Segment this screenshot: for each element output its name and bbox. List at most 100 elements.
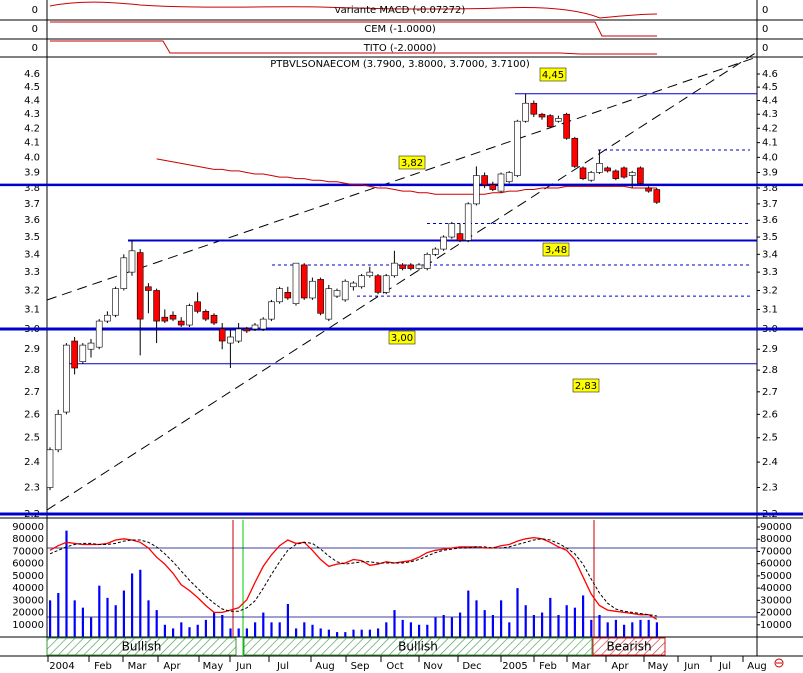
volume-bar (254, 622, 257, 637)
y-tick-label: 60000 (760, 559, 792, 570)
candle-body (382, 275, 390, 293)
volume-bar (270, 622, 273, 637)
y-tick-label: 2.7 (24, 387, 40, 398)
volume-bar (508, 622, 511, 637)
level-label: 3,82 (401, 158, 423, 169)
x-tick-label: May (648, 661, 669, 672)
candle-body (522, 102, 529, 122)
candle-body (350, 282, 357, 288)
candle-body (374, 275, 382, 293)
volume-bar (352, 629, 355, 637)
volume-bar (573, 607, 576, 637)
y-tick-label: 3.9 (24, 167, 40, 178)
candle-body (604, 167, 611, 172)
volume-bar (196, 624, 199, 637)
y-tick-label: 4.3 (24, 109, 40, 120)
candle-body (538, 113, 546, 118)
x-tick-label: Nov (423, 661, 443, 672)
candle-body (243, 328, 251, 332)
y-tick-label: 0 (32, 24, 38, 35)
volume-bar (213, 612, 216, 637)
volume-bar (98, 585, 101, 637)
volume-bar (303, 622, 306, 637)
volume-bar (319, 628, 322, 637)
candle-body (358, 275, 365, 288)
candle-body (317, 279, 324, 314)
y-tick-label: 2.7 (762, 387, 778, 398)
volume-bar (163, 624, 166, 637)
y-tick-label: 4.2 (24, 123, 40, 134)
volume-bar (532, 615, 535, 637)
volume-bar (336, 632, 339, 637)
candle-body (399, 264, 406, 269)
level-label: 3,48 (545, 245, 567, 256)
x-tick-label: Jul (718, 661, 731, 672)
volume-bar (188, 627, 191, 637)
candle-body (596, 163, 603, 173)
y-tick-label: 3.7 (762, 199, 778, 210)
y-tick-label: 0 (32, 5, 38, 16)
candle-body (505, 172, 513, 183)
candle-body (481, 175, 488, 186)
y-tick-label: 90000 (760, 522, 792, 533)
candle-body (161, 316, 169, 322)
candle-body (341, 280, 349, 301)
candle-body (112, 288, 119, 316)
y-tick-label: 0 (32, 43, 38, 54)
candle-body (391, 262, 398, 277)
x-tick-label: Aug (747, 661, 767, 672)
volume-bar (139, 569, 142, 637)
y-tick-label: 50000 (12, 571, 44, 582)
y-tick-label: 3.4 (762, 249, 778, 260)
candle-body (579, 167, 587, 179)
candle-body (309, 280, 316, 299)
volume-bar (81, 607, 84, 637)
x-tick-label: Apr (611, 661, 629, 672)
candle-body (637, 167, 644, 184)
y-tick-label: 3.8 (762, 183, 778, 194)
y-tick-label: 2.9 (24, 344, 40, 355)
candle-body (473, 175, 480, 205)
y-tick-label: 3.9 (762, 167, 778, 178)
candle-body (432, 248, 439, 255)
y-tick-label: 0 (762, 43, 768, 54)
volume-bar (442, 615, 445, 637)
y-tick-label: 2.3 (762, 482, 778, 493)
volume-bar (459, 612, 462, 637)
y-tick-label: 40000 (760, 583, 792, 594)
y-tick-label: 0 (762, 24, 768, 35)
volume-bar (204, 619, 207, 637)
x-tick-label: Feb (539, 661, 557, 672)
volume-bar (450, 617, 453, 637)
candle-body (423, 254, 431, 269)
candle-body (177, 320, 185, 326)
candle-body (194, 301, 201, 312)
candle-body (514, 120, 521, 176)
volume-bar (614, 619, 617, 637)
y-tick-label: 3.3 (24, 267, 40, 278)
volume-bar (623, 624, 626, 637)
volume-bar (106, 597, 109, 637)
y-tick-label: 2.8 (762, 365, 778, 376)
y-tick-label: 80000 (760, 534, 792, 545)
volume-bar (516, 588, 519, 637)
volume-bar (327, 629, 330, 637)
volume-bar (295, 628, 298, 637)
y-tick-label: 2.6 (762, 409, 778, 420)
cem-trace (50, 21, 657, 37)
indicator-label: variante MACD (-0.07272) (335, 5, 466, 16)
candle-body (79, 344, 87, 362)
y-tick-label: 2.8 (24, 365, 40, 376)
candle-body (555, 118, 562, 122)
trend-line (46, 51, 758, 511)
candle-body (464, 203, 472, 241)
volume-bar (114, 605, 117, 637)
y-tick-label: 4.0 (24, 152, 40, 163)
y-tick-label: 3.5 (24, 232, 40, 243)
candle-body (456, 233, 464, 241)
y-tick-label: 2.4 (762, 457, 778, 468)
candle-body (530, 102, 538, 115)
candle-body (145, 286, 152, 291)
level-label-box (398, 155, 426, 170)
